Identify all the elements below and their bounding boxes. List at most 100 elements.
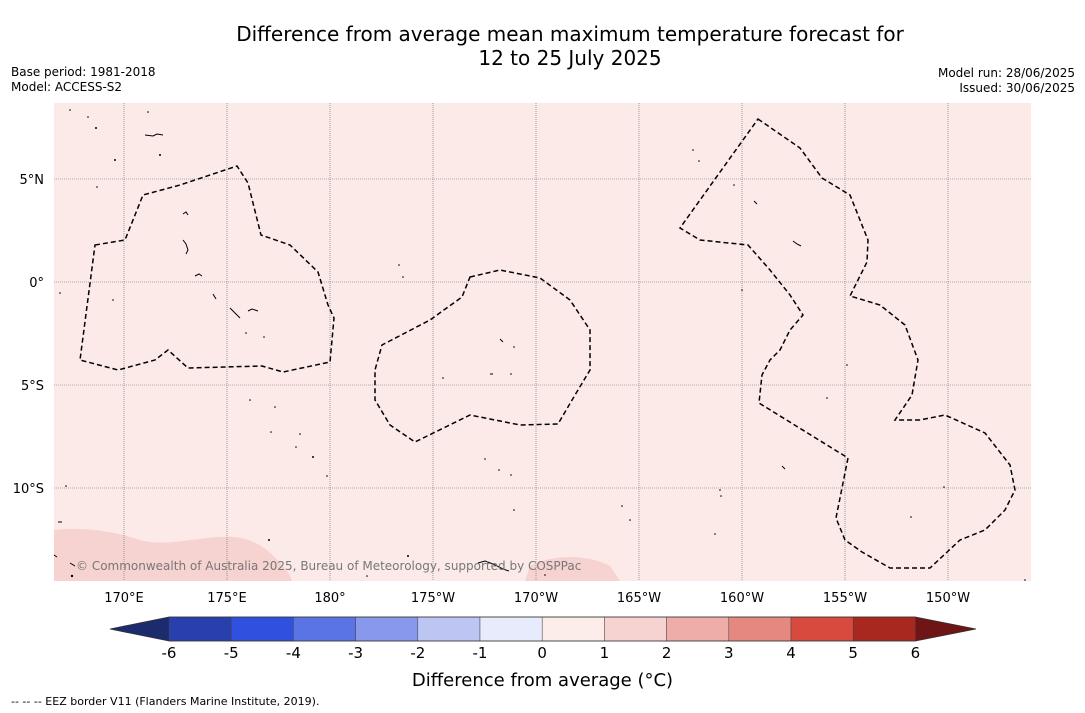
small-islands [59,109,1026,581]
island [194,273,203,277]
island [398,264,400,266]
island [826,397,828,399]
island [477,560,510,572]
island [692,149,694,151]
colorbar-tick-label: -6 [162,644,177,662]
island [792,240,802,247]
island [144,133,164,137]
colorbar-segment [604,616,667,642]
island [753,200,758,205]
lon-tick-label: 170°W [514,591,558,606]
lat-tick-label: 0° [29,276,44,291]
colorbar-tick-label: -3 [348,644,363,662]
colorbar: -6 -5 -4 -3 -2 -1 0 1 2 3 4 5 6 [109,616,977,662]
gridlines [54,103,1031,581]
base-period: Base period: 1981-2018 [11,65,156,79]
island [513,509,515,511]
island [442,377,444,379]
island [70,574,74,578]
eez-border-tuvalu [79,165,335,373]
island [741,289,743,291]
island [96,186,98,188]
colorbar-segment [230,616,294,642]
island [499,338,504,343]
island [312,456,314,458]
islands [53,133,802,572]
island [212,293,217,300]
colorbar-title: Difference from average (°C) [411,670,674,691]
colorbar-tick-label: -1 [473,644,488,662]
title-line-2: 12 to 25 July 2025 [478,46,662,70]
island [943,486,945,488]
lon-tick-label: 160°W [720,591,764,606]
colorbar-extend-high [915,617,976,641]
island [95,127,97,129]
lat-tick-label: 5°S [21,379,44,394]
island [781,465,786,470]
island [159,154,161,156]
colorbar-segment [479,616,543,642]
island [295,446,297,448]
island [53,554,58,558]
model-run: Model run: 28/06/2025 [937,66,1075,80]
lon-tick-label: 155°W [823,591,867,606]
eez-footnote: -- -- -- EEZ border V11 (Flanders Marine… [11,695,320,708]
island [114,159,116,161]
island [714,533,716,535]
island [268,539,270,541]
lon-tick-label: 150°W [926,591,970,606]
meta-left: Base period: 1981-2018 Model: ACCESS-S2 [11,65,156,95]
island [229,307,241,319]
eez-borders [79,117,1016,569]
colorbar-segment [666,616,730,642]
island [513,346,515,348]
island [263,336,265,338]
island [366,575,368,577]
island [484,458,486,460]
lat-tick-label: 10°S [13,482,44,497]
island [846,364,848,366]
meta-right: Model run: 28/06/2025 Issued: 30/06/2025 [938,66,1075,96]
island [249,399,251,401]
island [621,505,623,507]
colorbar-segment [790,616,854,642]
lon-tick-label: 170°E [104,591,144,606]
colorbar-tick-label: -2 [410,644,425,662]
lat-tick-labels: 5°N 0° 5°S 10°S [13,173,44,497]
island [720,495,722,497]
lon-tick-labels: 170°E 175°E 180° 175°W 170°W 165°W 160°W… [104,591,970,606]
island [733,184,735,186]
island [299,433,301,435]
island [498,469,500,471]
colorbar-segment [852,616,916,642]
lon-tick-label: 175°W [411,591,455,606]
island [629,519,631,521]
colorbar-segment [355,616,419,642]
island [245,332,247,334]
island [270,431,272,433]
lon-tick-label: 180° [314,591,345,606]
warm-anomaly-patch [54,528,292,581]
island [402,276,404,278]
island [65,485,67,487]
island [87,116,89,118]
island [544,574,546,576]
island [59,292,61,294]
colorbar-tick-label: 5 [848,644,858,662]
eez-border-phoenix [374,269,591,443]
island [182,239,189,255]
warm-anomaly-patch [525,556,620,581]
lat-tick-label: 5°N [20,173,45,188]
colorbar-tick-label: 1 [600,644,610,662]
island [1024,579,1026,581]
colorbar-tick-label: 3 [724,644,734,662]
model-name: Model: ACCESS-S2 [11,80,123,94]
colorbar-tick-label: 4 [786,644,796,662]
colorbar-segment [168,616,232,642]
island [247,308,259,312]
lon-tick-label: 165°W [617,591,661,606]
island [910,516,912,518]
eez-border-line-islands [678,117,1016,569]
colorbar-segment [417,616,481,642]
